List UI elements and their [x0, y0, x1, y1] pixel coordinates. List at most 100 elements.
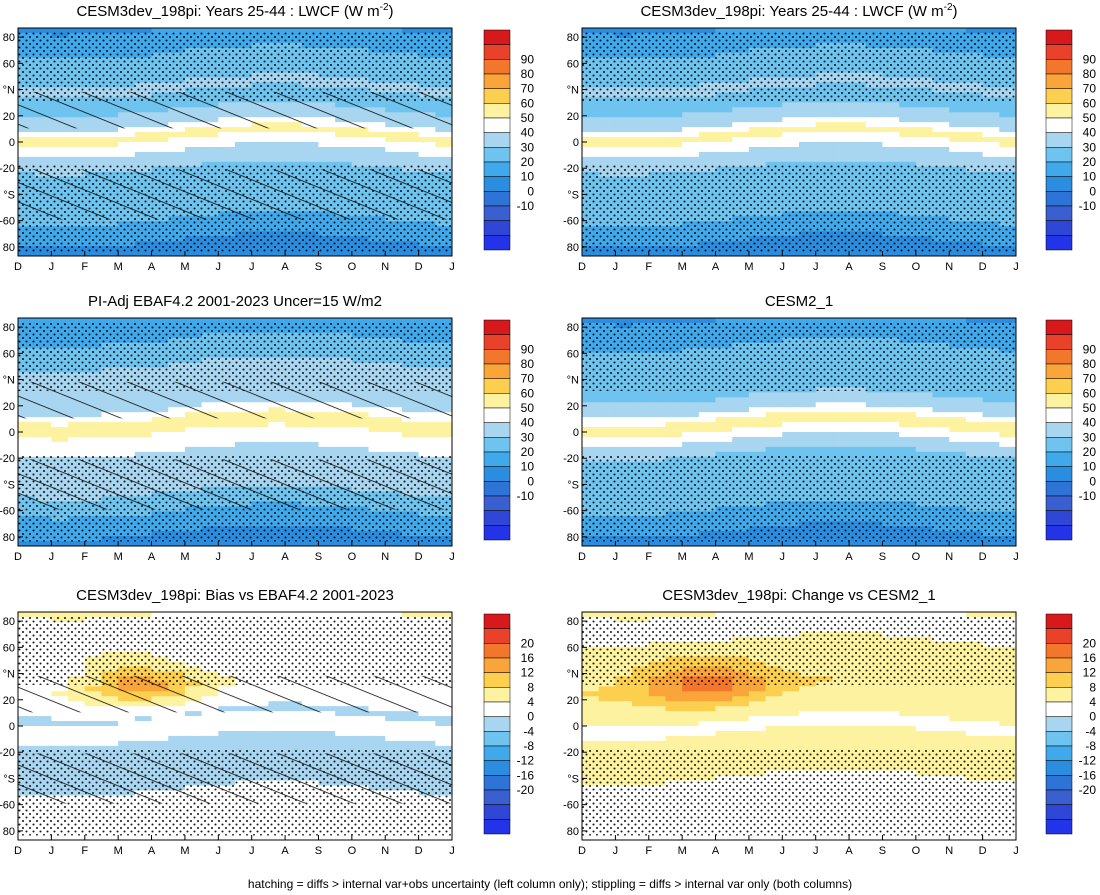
x-tick-label: A — [281, 551, 289, 563]
field-cell — [84, 432, 103, 438]
field-cell — [732, 446, 750, 453]
colorbar-label: 10 — [1083, 170, 1097, 184]
field-cell — [915, 441, 934, 448]
field-cell — [235, 541, 253, 546]
colorbar-swatch — [483, 363, 511, 379]
field-cell — [799, 112, 817, 118]
field-cell — [168, 142, 186, 148]
field-cell — [418, 441, 436, 448]
field-cell — [301, 251, 320, 256]
field-cell — [218, 156, 236, 163]
field-cell — [184, 142, 203, 148]
field-cell — [915, 28, 934, 34]
field-cell — [418, 432, 436, 438]
field-cell — [118, 422, 136, 428]
field-cell — [285, 137, 303, 143]
field-cell — [168, 422, 186, 428]
field-cell — [318, 436, 336, 443]
field-cell — [698, 151, 717, 158]
field-cell — [765, 251, 783, 256]
field-cell — [134, 436, 153, 443]
field-cell — [715, 422, 733, 428]
field-cell — [865, 146, 884, 153]
field-cell — [748, 117, 767, 123]
colorbar-swatch — [1045, 176, 1073, 192]
field-cell — [18, 427, 36, 433]
field-cell — [999, 127, 1016, 133]
field-cell — [301, 146, 320, 153]
field-cell — [782, 436, 800, 443]
field-cell — [698, 117, 717, 123]
y-tick-label: °N — [567, 85, 579, 97]
field-cell — [582, 436, 600, 443]
field-cell — [418, 251, 436, 256]
field-cell — [748, 436, 767, 443]
field-cell — [865, 251, 884, 256]
field-cell — [301, 417, 320, 423]
field-cell — [949, 137, 967, 143]
field-cell — [932, 318, 950, 324]
field-cell — [949, 446, 967, 453]
y-tick-label: -60 — [0, 506, 15, 518]
field-cell — [368, 432, 386, 438]
field-cell — [865, 441, 884, 448]
field-cell — [915, 427, 934, 433]
field-cell — [648, 161, 667, 168]
field-cell — [815, 392, 833, 398]
field-cell — [932, 422, 950, 428]
field-cell — [865, 137, 884, 143]
colorbar-swatch — [1045, 132, 1073, 148]
field-cell — [949, 112, 967, 118]
field-cell — [201, 161, 219, 168]
field-cell — [648, 417, 667, 423]
colorbar-swatch — [483, 147, 511, 163]
field-cell — [715, 427, 733, 433]
field-cell — [582, 427, 600, 433]
field-cell — [318, 137, 336, 143]
field-cell — [915, 432, 934, 438]
field-cell — [598, 102, 616, 108]
field-cell — [832, 397, 850, 403]
field-cell — [765, 422, 783, 428]
field-cell — [582, 392, 600, 398]
field-cell — [34, 146, 52, 153]
y-tick-label: 60 — [567, 58, 579, 70]
field-cell — [815, 151, 833, 158]
field-cell — [51, 451, 69, 458]
field-cell — [999, 422, 1016, 428]
field-cell — [899, 137, 917, 143]
field-cell — [301, 28, 320, 34]
field-cell — [682, 132, 700, 138]
field-cell — [799, 251, 817, 256]
x-tick-label: D — [14, 261, 22, 273]
field-cell — [949, 318, 967, 324]
field-cell — [335, 417, 353, 423]
field-cell — [982, 412, 1000, 418]
field-cell — [582, 318, 600, 324]
field-cell — [915, 451, 934, 458]
colorbar-swatch — [483, 393, 511, 409]
field-cell — [982, 397, 1000, 403]
field-cell — [218, 132, 236, 138]
field-cell — [134, 446, 153, 453]
y-tick-label: 80 — [3, 32, 15, 44]
field-cell — [882, 251, 900, 256]
y-tick-label: -20 — [563, 163, 579, 175]
field-cell — [698, 407, 717, 413]
field-cell — [134, 137, 153, 143]
field-cell — [665, 397, 683, 403]
field-cell — [201, 432, 219, 438]
field-cell — [982, 142, 1000, 148]
colorbar-swatch — [483, 103, 511, 119]
field-cell — [351, 318, 370, 324]
colorbar-label: 50 — [1083, 111, 1097, 125]
field-cell — [865, 392, 884, 398]
field-cell — [698, 156, 717, 163]
field-cell — [615, 117, 633, 123]
field-cell — [335, 427, 353, 433]
field-cell — [301, 436, 320, 443]
field-cell — [965, 417, 984, 423]
field-cell — [748, 146, 767, 153]
field-cell — [765, 318, 783, 324]
field-cell — [999, 117, 1016, 123]
